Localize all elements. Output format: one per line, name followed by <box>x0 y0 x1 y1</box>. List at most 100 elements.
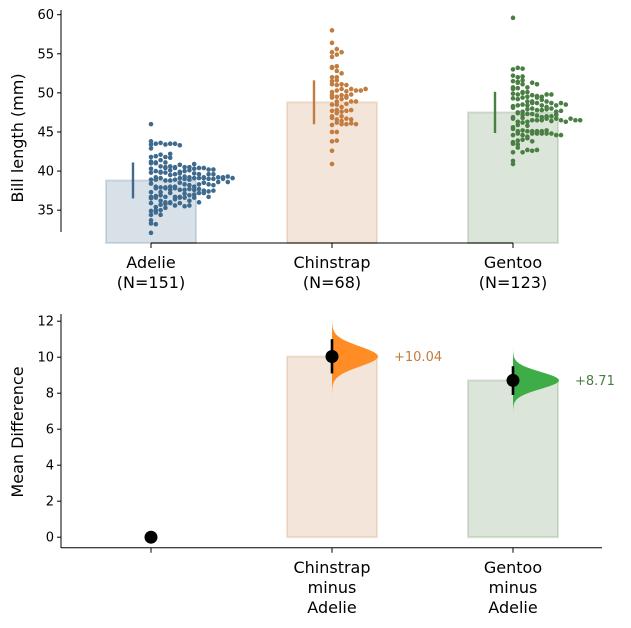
y-axis-title-bill-length: Bill length (mm) <box>8 73 27 202</box>
swarm-point-adelie <box>230 175 235 181</box>
swarm-point-gentoo <box>510 91 516 96</box>
swarm-point-adelie <box>167 164 173 169</box>
swarm-point-chinstrap <box>334 94 340 100</box>
swarm-point-gentoo <box>510 78 516 84</box>
swarm-point-gentoo <box>510 116 516 121</box>
swarm-point-adelie <box>196 175 202 181</box>
swarm-point-adelie <box>163 194 168 200</box>
swarm-point-adelie <box>211 167 216 172</box>
swarm-point-gentoo <box>510 86 516 92</box>
swarm-point-chinstrap <box>334 120 340 125</box>
swarm-point-gentoo <box>510 132 516 138</box>
swarm-point-gentoo <box>525 103 530 108</box>
x-tick-label-chinstrap: Chinstrap <box>293 558 370 577</box>
swarm-point-adelie <box>172 141 178 147</box>
swarm-point-gentoo <box>515 96 521 102</box>
swarm-point-adelie <box>158 175 163 181</box>
swarm-point-adelie <box>191 187 197 193</box>
swarm-point-adelie <box>158 202 163 207</box>
swarm-point-gentoo <box>520 78 525 83</box>
swarm-point-adelie <box>163 160 168 165</box>
swarm-point-chinstrap <box>334 102 340 107</box>
swarm-point-gentoo <box>544 92 549 97</box>
swarm-point-chinstrap <box>329 40 335 46</box>
swarm-point-adelie <box>172 177 178 182</box>
swarm-point-adelie <box>172 196 178 202</box>
swarm-point-adelie <box>187 203 192 208</box>
mean-difference-point-gentoo <box>506 373 520 387</box>
swarm-point-adelie <box>196 186 202 192</box>
swarm-point-adelie <box>158 140 163 146</box>
swarm-point-gentoo <box>525 111 530 117</box>
swarm-point-gentoo <box>568 116 573 121</box>
swarm-point-adelie <box>196 182 202 187</box>
swarm-point-adelie <box>182 168 187 174</box>
swarm-point-chinstrap <box>329 148 335 154</box>
swarm-point-adelie <box>163 201 168 207</box>
swarm-point-adelie <box>206 171 211 177</box>
swarm-point-chinstrap <box>329 49 335 55</box>
swarm-point-adelie <box>148 200 154 206</box>
swarm-point-gentoo <box>515 110 521 116</box>
swarm-point-gentoo <box>525 94 530 100</box>
swarm-point-adelie <box>153 221 159 227</box>
swarm-point-gentoo <box>544 106 549 112</box>
swarm-point-gentoo <box>520 132 525 138</box>
swarm-point-adelie <box>163 185 168 191</box>
swarm-point-adelie <box>196 165 202 171</box>
swarm-point-chinstrap <box>329 129 335 135</box>
swarm-point-adelie <box>191 171 197 176</box>
swarm-point-adelie <box>153 185 159 191</box>
swarm-point-adelie <box>167 167 173 173</box>
swarm-point-gentoo <box>529 139 535 144</box>
swarm-point-adelie <box>177 180 183 186</box>
x-tick-label-adelie: Adelie <box>126 253 175 272</box>
x-tick-label-chinstrap: Chinstrap <box>293 253 370 272</box>
swarm-point-adelie <box>167 200 173 206</box>
swarm-point-adelie <box>201 175 207 181</box>
swarm-point-adelie <box>196 171 202 177</box>
swarm-point-adelie <box>153 160 159 166</box>
swarm-point-gentoo <box>558 100 564 106</box>
y-tick-label: 12 <box>37 315 54 330</box>
swarm-point-gentoo <box>525 89 530 95</box>
swarm-point-adelie <box>148 196 154 201</box>
difference-ci-bars: +10.04 +8.71 <box>144 339 615 544</box>
swarm-point-adelie <box>153 153 159 159</box>
swarm-point-gentoo <box>515 131 521 136</box>
x-tick-label-gentoo: Gentoo <box>484 558 542 577</box>
swarm-point-gentoo <box>515 80 521 86</box>
swarm-point-chinstrap <box>348 117 354 122</box>
swarm-point-chinstrap <box>334 138 340 143</box>
swarm-point-chinstrap <box>344 121 349 127</box>
swarm-point-adelie <box>163 205 168 211</box>
swarm-point-adelie <box>172 185 178 191</box>
swarm-point-gentoo <box>520 120 525 125</box>
y-tick-label: 2 <box>46 495 54 510</box>
swarm-point-adelie <box>201 190 207 196</box>
swarm-points <box>148 15 583 236</box>
swarm-point-adelie <box>177 195 183 200</box>
swarm-point-chinstrap <box>339 96 344 102</box>
swarm-point-gentoo <box>573 117 578 123</box>
swarm-point-gentoo <box>515 138 521 143</box>
swarm-point-chinstrap <box>353 99 359 104</box>
mean-difference-point-chinstrap <box>325 349 339 363</box>
swarm-point-adelie <box>215 175 221 180</box>
swarm-point-adelie <box>148 142 154 147</box>
swarm-point-adelie <box>196 190 202 196</box>
delta-annotation-gentoo: +8.71 <box>575 374 615 389</box>
swarm-point-gentoo <box>544 99 549 104</box>
swarm-point-gentoo <box>558 117 564 123</box>
swarm-point-gentoo <box>539 107 545 113</box>
swarm-point-adelie <box>177 142 183 148</box>
swarm-point-adelie <box>187 177 192 182</box>
swarm-point-chinstrap <box>334 68 340 74</box>
swarm-point-chinstrap <box>329 95 335 100</box>
swarm-point-gentoo <box>515 145 521 150</box>
swarm-point-adelie <box>191 166 197 172</box>
swarm-point-adelie <box>177 200 183 206</box>
swarm-point-gentoo <box>563 119 569 125</box>
x-tick-label-chinstrap: (N=68) <box>303 273 361 292</box>
